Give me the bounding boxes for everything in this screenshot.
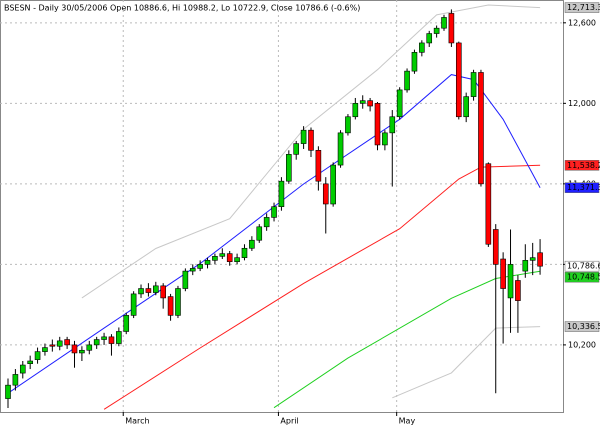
candle-body	[529, 257, 536, 261]
candle-body	[212, 256, 218, 261]
candle-body	[515, 280, 521, 301]
candle-body	[226, 253, 233, 262]
candle-body	[189, 268, 196, 272]
candle-body	[5, 384, 11, 399]
last-value-box	[564, 2, 600, 13]
last-value-box	[564, 260, 600, 272]
candle-body	[463, 96, 469, 118]
candle-body	[367, 100, 373, 107]
last-value-label: 12,713.3	[567, 3, 600, 12]
candle-body	[278, 180, 285, 207]
candle-body	[153, 285, 159, 293]
candle-body	[374, 103, 381, 146]
candle-body	[271, 206, 277, 218]
x-tick-label: May	[399, 417, 416, 426]
x-tick-label: April	[280, 417, 298, 426]
candle-body	[382, 132, 388, 146]
candle-body	[123, 315, 130, 332]
candle-body	[34, 351, 41, 360]
candle-body	[322, 183, 329, 205]
candle-body	[441, 17, 447, 29]
candle-body	[12, 374, 19, 386]
candle-body	[522, 260, 529, 272]
candle-body	[197, 264, 203, 269]
y-tick-label: 12,600	[568, 18, 596, 27]
candle-body	[485, 163, 492, 245]
candle-body	[455, 42, 462, 118]
last-value-box	[564, 160, 600, 171]
candle-body	[204, 260, 211, 265]
last-value-label: 10,748.5	[567, 273, 600, 282]
x-tick-label: March	[125, 417, 149, 426]
candle-body	[241, 247, 248, 258]
y-tick-label: 12,000	[568, 99, 596, 108]
candle-body	[145, 288, 152, 293]
candle-body	[93, 339, 100, 346]
candle-body	[116, 331, 122, 344]
candle-body	[315, 150, 322, 182]
candle-body	[286, 154, 292, 182]
candle-body	[537, 252, 543, 267]
candle-body	[470, 72, 477, 97]
candle-body	[138, 288, 144, 295]
last-value-box	[564, 321, 600, 332]
candle-body	[426, 33, 433, 44]
candle-body	[101, 336, 107, 340]
candle-body	[263, 217, 270, 228]
candle-body	[64, 339, 70, 346]
candle-body	[249, 239, 255, 249]
candle-body	[71, 344, 78, 354]
candle-body	[411, 52, 418, 72]
last-value-box	[564, 182, 600, 193]
candle-body	[345, 116, 351, 134]
candle-body	[19, 364, 26, 374]
last-value-label: 10,336.5	[567, 322, 600, 331]
candle-body	[219, 253, 226, 257]
candle-body	[130, 293, 137, 316]
chart-title: BSESN - Daily 30/05/2006 Open 10886.6, H…	[4, 4, 360, 13]
last-value-label: 11,538.2	[567, 161, 600, 170]
candle-body	[396, 89, 403, 118]
candle-body	[478, 72, 484, 185]
candle-body	[492, 229, 499, 265]
candle-body	[256, 226, 263, 241]
candle-body	[175, 288, 181, 316]
candle-body	[167, 296, 174, 316]
candle-body	[507, 264, 514, 299]
candle-body	[352, 103, 359, 118]
candle-body	[86, 344, 93, 351]
candle-body	[27, 360, 33, 364]
candle-body	[56, 340, 63, 347]
last-value-label: 11,371.3	[567, 183, 600, 192]
y-tick-label: 10,200	[568, 340, 596, 349]
candle-body	[330, 164, 336, 205]
last-value-box	[564, 271, 600, 283]
last-value-label: 10,786.6	[567, 262, 600, 271]
candle-body	[108, 336, 115, 344]
candle-body	[389, 116, 396, 134]
candle-body	[337, 132, 344, 166]
candle-body	[234, 257, 240, 262]
candle-body	[49, 344, 56, 347]
candle-body	[160, 285, 166, 299]
candle-body	[433, 27, 440, 34]
candle-body	[293, 143, 300, 155]
candle-body	[300, 129, 307, 144]
candle-body	[404, 70, 410, 91]
candle-body	[419, 42, 425, 53]
candle-body	[359, 100, 366, 104]
candle-body	[448, 13, 455, 44]
candle-body	[42, 347, 48, 352]
candle-body	[500, 258, 506, 289]
candle-body	[79, 349, 85, 354]
candle-body	[182, 270, 189, 289]
candle-body	[308, 129, 314, 151]
indicator-line	[81, 4, 541, 299]
